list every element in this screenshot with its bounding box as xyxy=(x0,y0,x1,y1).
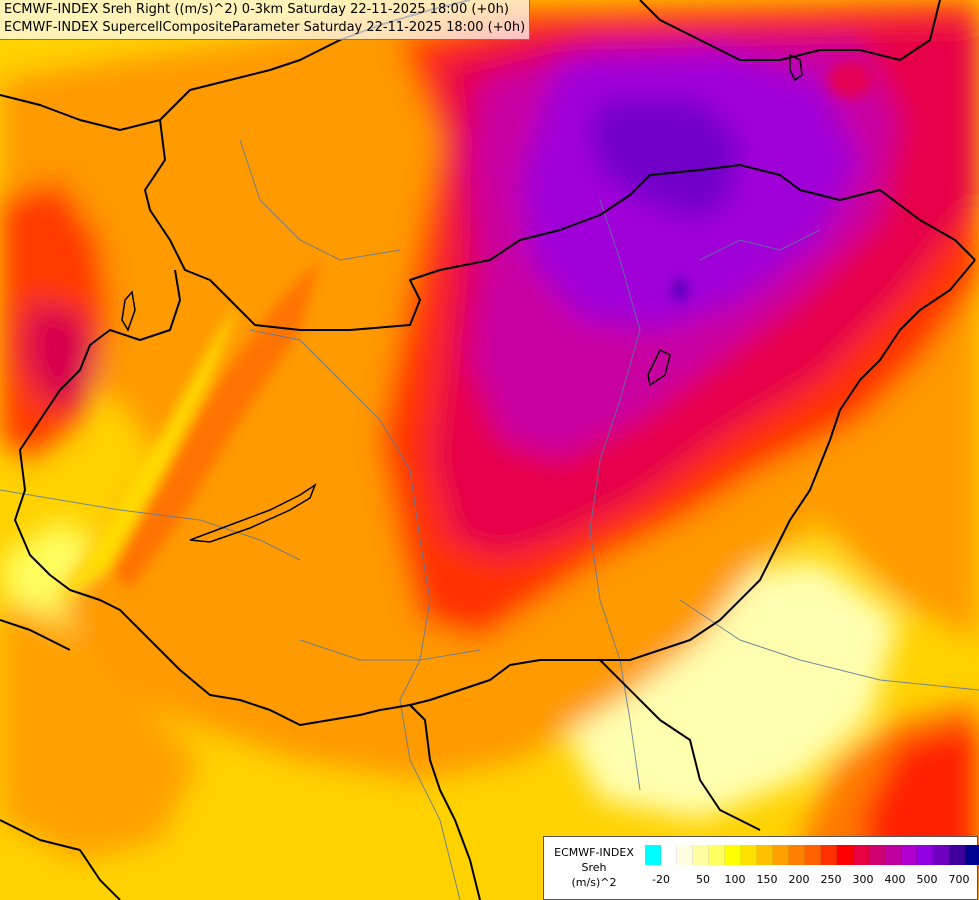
legend-model: ECMWF-INDEX xyxy=(554,846,634,859)
legend-swatch xyxy=(741,845,757,865)
legend-tick: 250 xyxy=(820,873,842,886)
legend-title: ECMWF-INDEX Sreh (m/s)^2 xyxy=(548,845,640,890)
legend-swatch xyxy=(821,845,837,865)
legend-swatch xyxy=(773,845,789,865)
legend-swatch xyxy=(645,845,661,865)
violet-spot xyxy=(672,278,688,302)
map-title-box: ECMWF-INDEX Sreh Right ((m/s)^2) 0-3km S… xyxy=(0,0,531,40)
lake-dunnette xyxy=(647,348,671,387)
title-sreh: ECMWF-INDEX Sreh Right ((m/s)^2) 0-3km S… xyxy=(4,2,509,17)
legend-tick: 200 xyxy=(788,873,810,886)
lakes xyxy=(121,53,803,543)
legend-tick: -20 xyxy=(652,873,670,886)
legend-tick: 700 xyxy=(948,873,970,886)
legend-swatch xyxy=(901,845,917,865)
legend-swatch xyxy=(933,845,949,865)
legend-swatch xyxy=(885,845,901,865)
legend-color-bar xyxy=(645,845,979,865)
violet-core xyxy=(590,100,740,220)
legend-swatch xyxy=(917,845,933,865)
legend-tick: 50 xyxy=(696,873,710,886)
lake-small-north xyxy=(121,290,136,332)
legend-tick: 400 xyxy=(884,873,906,886)
legend-tick: 500 xyxy=(916,873,938,886)
yellow-streak xyxy=(60,300,240,600)
legend-swatch xyxy=(949,845,965,865)
legend-tick: 150 xyxy=(756,873,778,886)
field-detail xyxy=(60,62,872,600)
legend-swatch xyxy=(789,845,805,865)
legend-tick: 300 xyxy=(852,873,874,886)
legend-swatch xyxy=(869,845,885,865)
legend-unit: (m/s)^2 xyxy=(571,876,617,889)
legend-swatch xyxy=(693,845,709,865)
legend-swatch xyxy=(757,845,773,865)
color-legend: ECMWF-INDEX Sreh (m/s)^2 -20 50 100 150 200 2… xyxy=(543,836,979,900)
red-spot-east xyxy=(828,62,872,98)
legend-swatch xyxy=(853,845,869,865)
legend-variable: Sreh xyxy=(581,861,607,874)
legend-tick: 100 xyxy=(724,873,746,886)
legend-swatch xyxy=(709,845,725,865)
legend-swatch xyxy=(965,845,979,865)
legend-tick-labels: -20 50 100 150 200 250 300 400 500 700 xyxy=(645,873,975,889)
legend-swatch xyxy=(805,845,821,865)
orange-streak xyxy=(100,260,320,590)
legend-swatch xyxy=(725,845,741,865)
lake-balaton xyxy=(189,483,317,543)
orange-zone-southwest xyxy=(0,600,200,860)
crimson-zone-west xyxy=(20,300,100,410)
title-scp: ECMWF-INDEX SupercellCompositeParameter … xyxy=(4,20,526,35)
legend-swatch xyxy=(677,845,693,865)
rivers xyxy=(0,139,979,900)
legend-swatch xyxy=(837,845,853,865)
legend-swatch xyxy=(661,845,677,865)
lake-east xyxy=(789,53,803,82)
